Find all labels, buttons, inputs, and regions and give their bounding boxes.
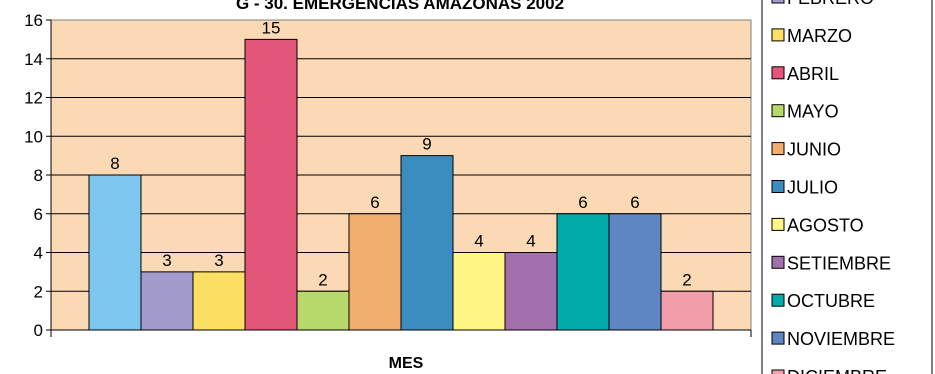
plot-area: 0 2 4 6 8 10 12 14 16 8 3 3 15 2 6 9 4 4 6 6 2 — [24, 11, 752, 340]
legend-label-agosto: AGOSTO — [787, 215, 864, 235]
data-label-enero: 8 — [110, 154, 119, 173]
data-label-agosto: 4 — [474, 232, 483, 251]
legend-label-febrero: FEBRERO — [787, 0, 874, 8]
legend-swatch-setiembre — [771, 255, 785, 269]
legend-swatch-febrero — [771, 0, 785, 4]
legend-swatch-octubre — [771, 293, 785, 307]
bar-setiembre — [504, 252, 558, 331]
bar-marzo — [192, 271, 246, 331]
y-tick-label: 6 — [34, 205, 43, 224]
bar-agosto — [452, 252, 506, 331]
data-label-julio: 9 — [422, 135, 431, 154]
y-tick-label: 0 — [34, 321, 43, 340]
legend-label-noviembre: NOVIEMBRE — [787, 329, 895, 349]
legend-label-setiembre: SETIEMBRE — [787, 253, 891, 273]
legend: FEBRERO MARZO ABRIL MAYO JUNIO JULIO AGOSTO SET… — [771, 0, 895, 374]
y-tick-label: 8 — [34, 166, 43, 185]
legend-swatch-noviembre — [771, 331, 785, 345]
legend-swatch-julio — [771, 180, 785, 193]
legend-swatch-junio — [771, 142, 785, 156]
legend-box — [761, 0, 933, 374]
legend-swatch-abril — [771, 66, 785, 80]
y-tick-label: 14 — [24, 50, 43, 69]
legend-label-marzo: MARZO — [787, 26, 852, 46]
data-label-marzo: 3 — [214, 251, 223, 270]
legend-swatch-agosto — [771, 217, 785, 231]
data-label-octubre: 6 — [578, 193, 587, 212]
bar-junio — [348, 213, 402, 331]
data-label-setiembre: 4 — [526, 232, 535, 251]
data-label-abril: 15 — [262, 18, 281, 37]
bar-abril — [244, 38, 298, 331]
legend-swatch-diciembre — [771, 369, 785, 374]
data-label-noviembre: 6 — [630, 193, 639, 212]
legend-swatch-mayo — [771, 104, 785, 118]
data-label-junio: 6 — [370, 193, 379, 212]
bar-diciembre — [660, 290, 714, 331]
data-label-mayo: 2 — [318, 270, 327, 289]
y-tick-label: 12 — [24, 89, 43, 108]
bar-febrero — [140, 271, 194, 331]
legend-label-octubre: OCTUBRE — [787, 291, 875, 311]
data-label-febrero: 3 — [162, 251, 171, 270]
y-tick-label: 2 — [34, 282, 43, 301]
x-axis-label: MES — [389, 355, 424, 372]
bar-julio — [400, 155, 454, 331]
chart-title: G - 30. EMERGENCIAS AMAZONAS 2002 — [236, 0, 564, 13]
legend-label-abril: ABRIL — [787, 64, 839, 84]
y-tick-label: 16 — [24, 11, 43, 30]
y-tick-label: 4 — [34, 244, 43, 263]
bar-enero — [88, 174, 142, 331]
legend-label-junio: JUNIO — [787, 140, 841, 160]
y-tick-label: 10 — [24, 127, 43, 146]
legend-swatch-marzo — [771, 28, 785, 42]
bar-octubre — [556, 213, 610, 331]
bar-noviembre — [608, 213, 662, 331]
legend-label-mayo: MAYO — [787, 102, 839, 122]
legend-label-diciembre: DICIEMBRE — [787, 367, 887, 374]
legend-label-julio: JULIO — [787, 178, 838, 198]
data-label-diciembre: 2 — [682, 270, 691, 289]
bar-mayo — [296, 290, 350, 331]
